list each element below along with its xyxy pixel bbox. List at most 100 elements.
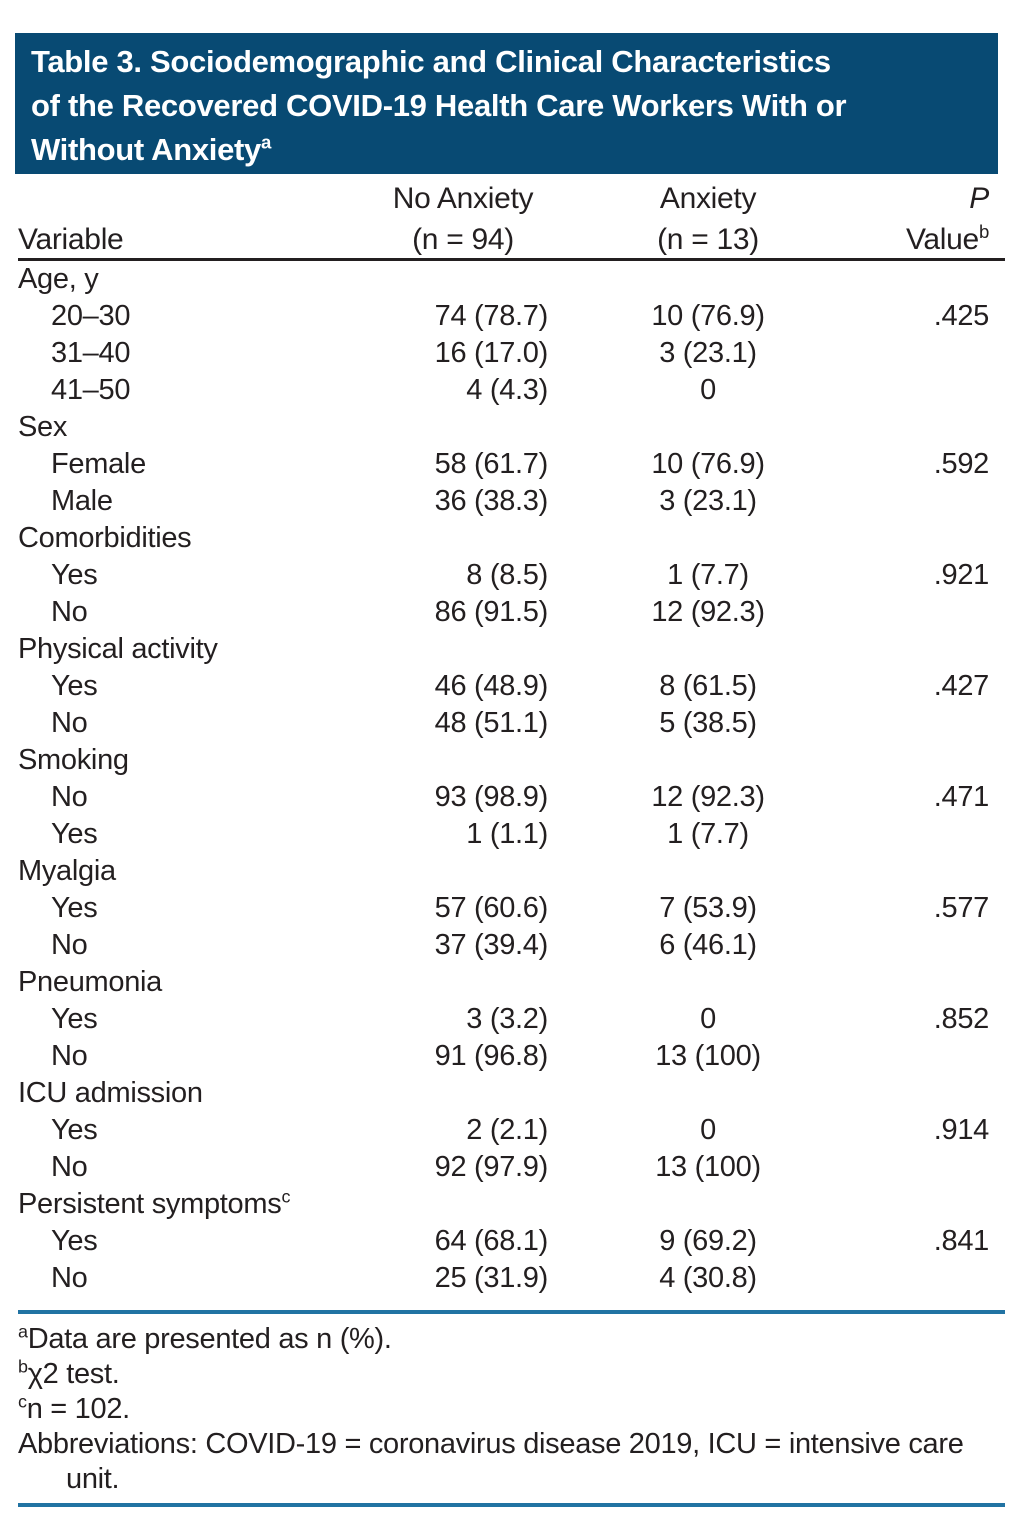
- section-label: Sex: [18, 411, 1005, 444]
- section-row: ICU admission: [18, 1075, 1005, 1112]
- footnote-b-text: χ2 test.: [27, 1358, 120, 1390]
- section-label: ICU admission: [18, 1077, 1005, 1110]
- no-anxiety-value: 64 (68.1): [434, 1225, 549, 1257]
- no-anxiety-value: 92 (97.9): [434, 1151, 549, 1183]
- anxiety-value: 0: [700, 374, 716, 406]
- anxiety-value: 1 (7.7): [667, 818, 749, 850]
- data-row: Yes 3 (3.2) 0 .852: [18, 1001, 1005, 1038]
- anxiety-value: 10 (76.9): [651, 300, 765, 332]
- data-row: Yes 64 (68.1) 9 (69.2) .841: [18, 1223, 1005, 1260]
- data-row: No 25 (31.9) 4 (30.8): [18, 1260, 1005, 1297]
- section-label: Comorbidities: [18, 522, 1005, 555]
- p-value: .427: [933, 670, 990, 702]
- data-row: No 48 (51.1) 5 (38.5): [18, 705, 1005, 742]
- anxiety-value: 8 (61.5): [659, 670, 757, 702]
- section-label: Pneumonia: [18, 966, 1005, 999]
- row-label: No: [51, 707, 88, 739]
- title-line-2: of the Recovered COVID-19 Health Care Wo…: [31, 88, 847, 123]
- title-line-1: Table 3. Sociodemographic and Clinical C…: [31, 44, 831, 79]
- title-footnote-marker: a: [261, 131, 272, 153]
- footnote-a-marker: a: [18, 1321, 28, 1342]
- anxiety-value: 7 (53.9): [659, 892, 757, 924]
- p-value: .852: [933, 1003, 990, 1035]
- anxiety-header-line1: Anxiety: [659, 182, 757, 215]
- no-anxiety-value: 8 (8.5): [466, 559, 548, 591]
- footnote-b-marker: b: [18, 1356, 28, 1377]
- no-anxiety-value: 48 (51.1): [434, 707, 549, 739]
- column-header-variable: Variable: [18, 178, 368, 264]
- data-row: Yes 46 (48.9) 8 (61.5) .427: [18, 668, 1005, 705]
- no-anxiety-value: 74 (78.7): [434, 300, 549, 332]
- anxiety-value: 13 (100): [655, 1040, 761, 1072]
- data-row: No 93 (98.9) 12 (92.3) .471: [18, 779, 1005, 816]
- p-value: .841: [933, 1225, 990, 1257]
- p-header-line2: Valueb: [858, 219, 989, 260]
- row-label: No: [51, 1151, 88, 1183]
- row-label: Yes: [51, 559, 98, 591]
- no-anxiety-value: 4 (4.3): [466, 374, 548, 406]
- row-label: Yes: [51, 892, 98, 924]
- row-label: Male: [51, 485, 113, 517]
- section-row: Sex: [18, 409, 1005, 446]
- anxiety-value: 3 (23.1): [659, 485, 757, 517]
- p-value: .471: [933, 781, 990, 813]
- column-header-no-anxiety: No Anxiety (n = 94): [368, 178, 558, 264]
- section-label-text: Physical activity: [18, 633, 218, 665]
- p-header-line1: P: [969, 182, 989, 215]
- section-label-text: Myalgia: [18, 855, 116, 887]
- abbreviations-line-1: Abbreviations: COVID-19 = coronavirus di…: [18, 1428, 964, 1460]
- row-label: Yes: [51, 670, 98, 702]
- data-row: 31–40 16 (17.0) 3 (23.1): [18, 335, 1005, 372]
- section-label-text: Smoking: [18, 744, 129, 776]
- anxiety-value: 4 (30.8): [659, 1262, 757, 1294]
- no-anxiety-value: 3 (3.2): [466, 1003, 548, 1035]
- row-label: Yes: [51, 1003, 98, 1035]
- data-row: Male 36 (38.3) 3 (23.1): [18, 483, 1005, 520]
- no-anxiety-value: 93 (98.9): [434, 781, 549, 813]
- anxiety-header-line2: (n = 13): [657, 223, 759, 256]
- anxiety-value: 6 (46.1): [659, 929, 757, 961]
- row-label: No: [51, 1040, 88, 1072]
- row-label: Female: [51, 448, 146, 480]
- data-row: Female 58 (61.7) 10 (76.9) .592: [18, 446, 1005, 483]
- section-label: Physical activity: [18, 633, 1005, 666]
- no-anxiety-value: 58 (61.7): [434, 448, 549, 480]
- data-row: No 92 (97.9) 13 (100): [18, 1149, 1005, 1186]
- anxiety-value: 5 (38.5): [659, 707, 757, 739]
- p-value: .577: [933, 892, 990, 924]
- section-label-text: Comorbidities: [18, 522, 192, 554]
- p-value: .425: [933, 300, 990, 332]
- section-label: Smoking: [18, 744, 1005, 777]
- footnote-b: bχ2 test.: [18, 1357, 1005, 1392]
- section-label: Age, y: [18, 263, 1005, 296]
- no-anxiety-value: 25 (31.9): [434, 1262, 549, 1294]
- section-row: Pneumonia: [18, 964, 1005, 1001]
- p-header-footnote-marker: b: [978, 221, 989, 242]
- column-headers: Variable No Anxiety (n = 94) Anxiety (n …: [18, 178, 1005, 261]
- section-label: Persistent symptomsc: [18, 1187, 1005, 1221]
- no-anxiety-value: 46 (48.9): [434, 670, 549, 702]
- data-row: Yes 1 (1.1) 1 (7.7): [18, 816, 1005, 853]
- anxiety-value: 13 (100): [655, 1151, 761, 1183]
- table-body: Age, y 20–30 74 (78.7) 10 (76.9) .425 31–40 16…: [18, 261, 1005, 1314]
- p-value: .592: [933, 448, 990, 480]
- no-anxiety-value: 2 (2.1): [466, 1114, 548, 1146]
- footnote-a: aData are presented as n (%).: [18, 1322, 1005, 1357]
- footnote-c-marker: c: [18, 1391, 27, 1412]
- no-anxiety-value: 1 (1.1): [466, 818, 548, 850]
- no-anxiety-value: 36 (38.3): [434, 485, 549, 517]
- no-anxiety-value: 16 (17.0): [434, 337, 549, 369]
- section-label: Myalgia: [18, 855, 1005, 888]
- no-anxiety-value: 57 (60.6): [434, 892, 549, 924]
- footnote-a-text: Data are presented as n (%).: [27, 1323, 392, 1355]
- no-anxiety-header-line2: (n = 94): [412, 223, 514, 256]
- row-label: 31–40: [51, 337, 131, 369]
- table-title: Table 3. Sociodemographic and Clinical C…: [15, 33, 998, 174]
- variable-header-label: Variable: [18, 223, 124, 256]
- no-anxiety-value: 91 (96.8): [434, 1040, 549, 1072]
- footnote-c-text: n = 102.: [26, 1393, 131, 1425]
- data-row: No 91 (96.8) 13 (100): [18, 1038, 1005, 1075]
- anxiety-value: 0: [700, 1003, 716, 1035]
- no-anxiety-value: 37 (39.4): [434, 929, 549, 961]
- section-label-text: ICU admission: [18, 1077, 203, 1109]
